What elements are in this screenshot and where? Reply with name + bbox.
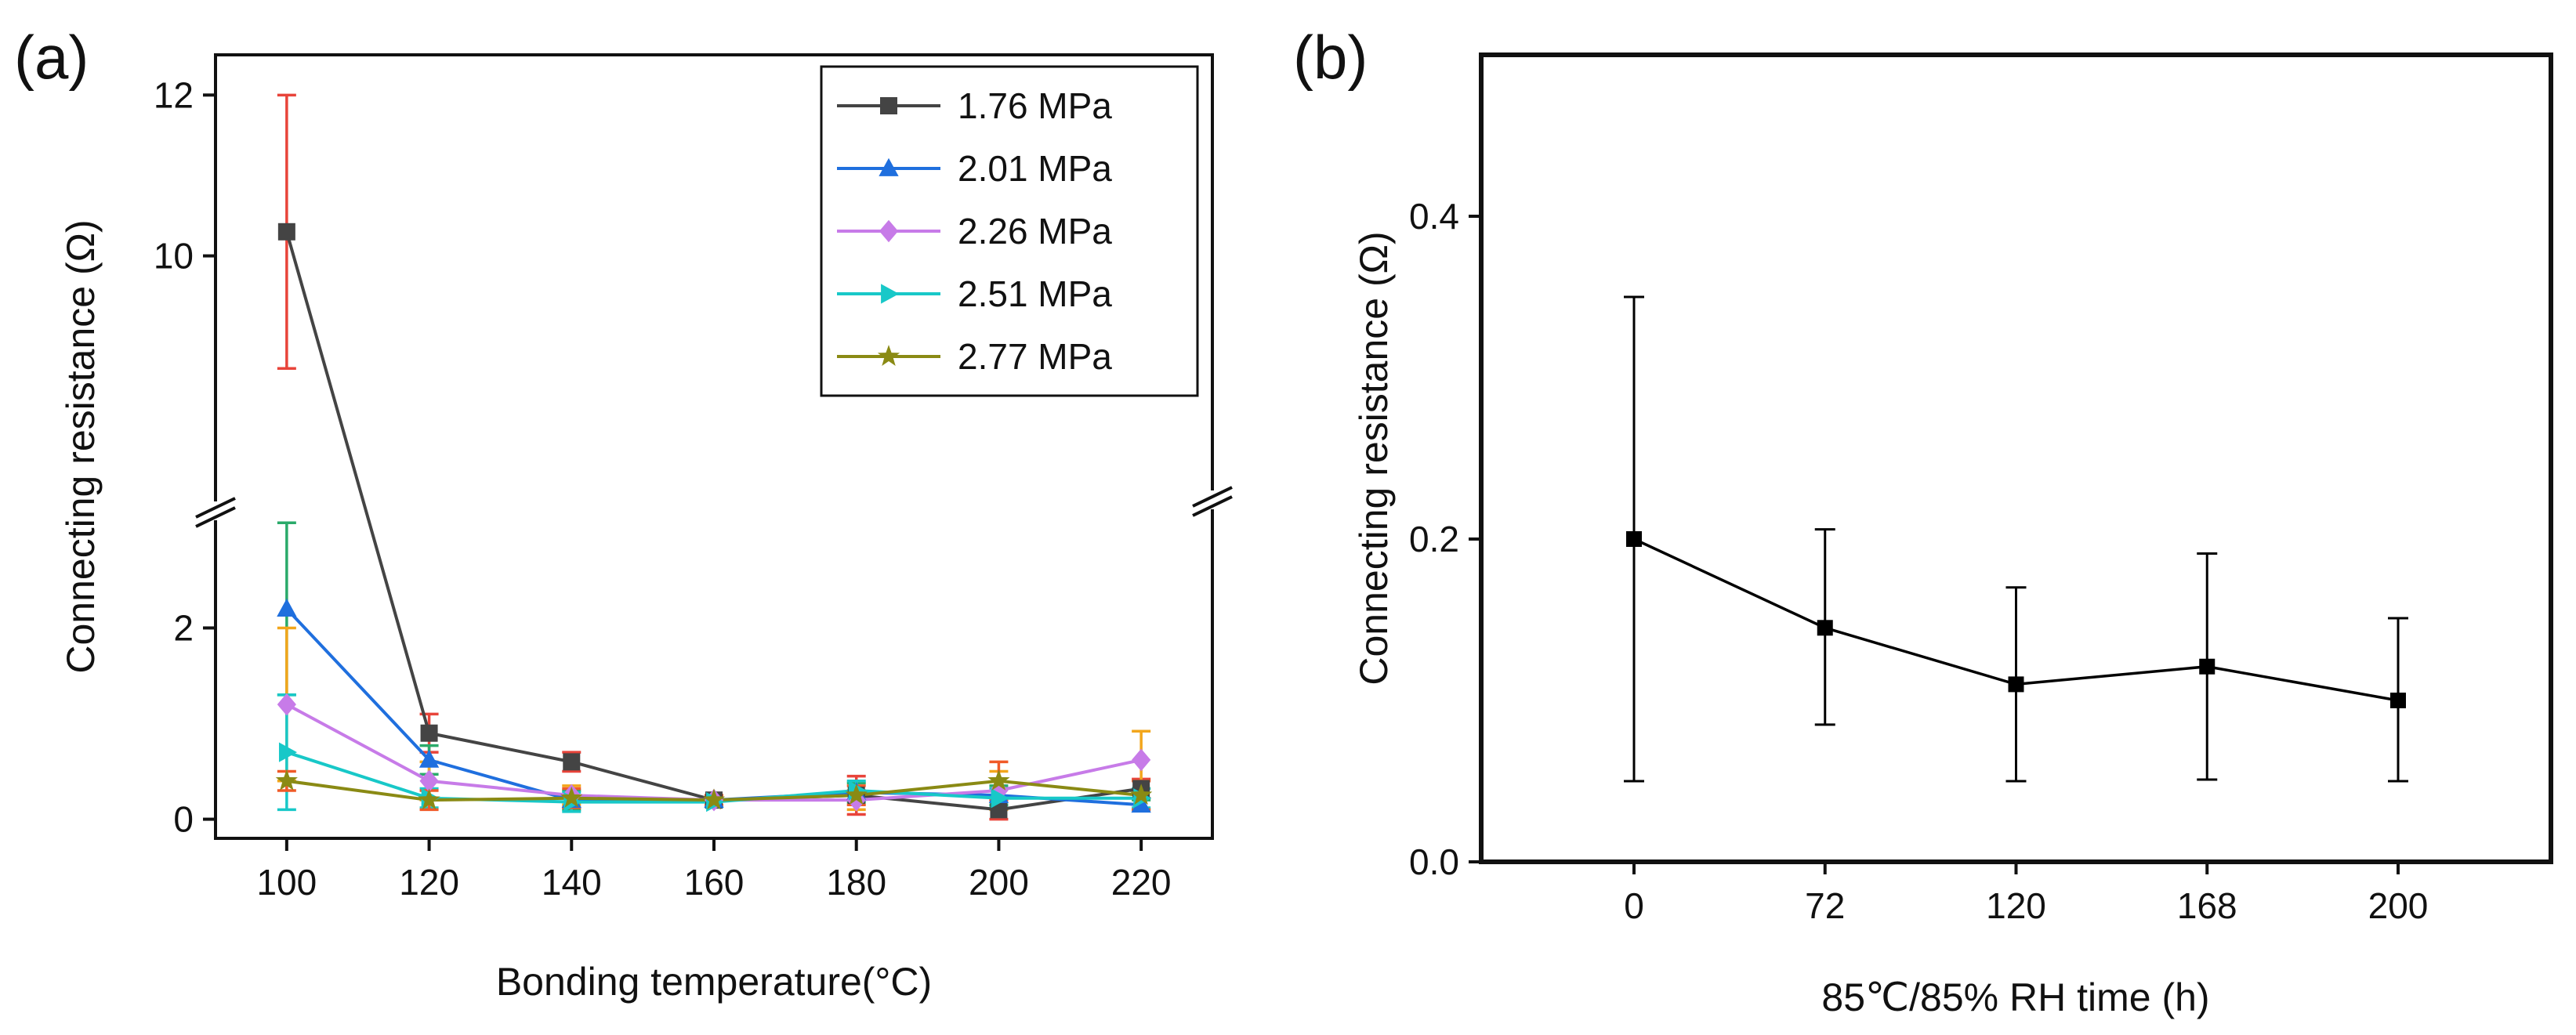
panel-b-label: (b) [1293,23,1368,92]
data-point [2008,676,2024,693]
panel-b-x-ticks: 0 72 120 168 200 [1624,862,2428,926]
panel-a-y-ticks: 0 2 10 12 [154,74,216,840]
data-point-2.77 MPa [1130,783,1153,805]
x-tick-label-120: 120 [1986,885,2046,926]
x-tick-label-120: 120 [399,862,459,903]
data-point-2.77 MPa [845,783,868,805]
panel-b-y-ticks: 0.0 0.2 0.4 [1409,196,1481,882]
y-tick-label-0.2: 0.2 [1409,519,1459,559]
data-point [2390,693,2406,708]
x-tick-label-200: 200 [2368,885,2429,926]
panel-a-x-label: Bonding temperature(°C) [496,960,932,1004]
legend-marker-2.77 MPa [877,345,900,367]
data-point-2.01 MPa [418,749,440,768]
data-point-2.77 MPa [560,786,583,808]
y-tick-label-0.0: 0.0 [1409,841,1459,882]
panel-b-y-label: Connecting resistance (Ω) [1352,231,1396,685]
x-tick-label-0: 0 [1624,885,1644,926]
legend-label: 2.51 MPa [958,273,1112,314]
x-tick-label-220: 220 [1111,862,1172,903]
data-point [1817,620,1833,636]
data-point-1.76 MPa [277,223,295,241]
legend-label: 2.01 MPa [958,148,1112,189]
x-tick-label-200: 200 [969,862,1029,903]
data-point-2.26 MPa [1132,748,1151,772]
series-line-2.26 MPa [285,703,1142,802]
data-point-2.77 MPa [987,769,1010,791]
data-point-2.77 MPa [275,769,298,791]
panel-a-markers [275,223,1153,819]
data-point-2.26 MPa [277,693,296,716]
panel-b-error-bars [1624,295,2408,783]
data-point-2.51 MPa [991,788,1009,809]
x-tick-label-140: 140 [542,862,602,903]
legend-label: 2.77 MPa [958,336,1112,377]
data-point-1.76 MPa [563,753,581,771]
panel-a-legend: 1.76 MPa 2.01 MPa 2.26 MPa 2.51 MPa 2.77 MPa [820,65,1199,397]
x-tick-label-168: 168 [2177,885,2237,926]
axis-break-left [195,497,236,528]
panel-b: (b) 0 72 120 168 200 0.0 0.2 0.4 85℃/85% RH ti… [1293,23,2553,1019]
series-line-2.01 MPa [285,607,1142,807]
axis-break-right [1192,486,1233,517]
y-tick-label-0: 0 [173,799,194,840]
x-tick-label-160: 160 [684,862,745,903]
legend-marker-2.01 MPa [879,157,899,176]
panel-a-y-label: Connecting resistance (Ω) [59,219,103,673]
panel-b-x-label: 85℃/85% RH time (h) [1821,975,2209,1019]
data-point [1626,531,1642,547]
data-point-2.77 MPa [702,788,726,810]
x-tick-label-72: 72 [1805,885,1845,926]
x-tick-label-180: 180 [826,862,886,903]
legend-marker-2.51 MPa [881,284,900,304]
legend-marker-1.76 MPa [880,97,897,114]
legend-label: 2.26 MPa [958,211,1112,252]
legend-marker-2.26 MPa [879,219,899,243]
data-point-2.01 MPa [277,598,297,617]
panel-b-markers [1626,531,2406,708]
panel-a-x-ticks: 100 120 140 160 180 200 220 [256,838,1172,903]
legend-label: 1.76 MPa [958,85,1112,126]
data-point-2.51 MPa [278,742,298,762]
x-tick-label-100: 100 [256,862,317,903]
data-point-2.26 MPa [419,769,439,793]
y-tick-label-0.4: 0.4 [1409,196,1459,237]
data-point-2.77 MPa [418,788,440,810]
panel-a: (a) 100 120 140 160 180 200 220 0 2 10 12 Bonding… [14,23,1233,1004]
data-point-1.76 MPa [420,724,438,742]
y-tick-label-10: 10 [154,236,194,277]
y-tick-label-2: 2 [173,607,194,648]
panel-a-label: (a) [14,23,89,92]
data-point [2199,658,2216,675]
y-tick-label-12: 12 [154,74,194,115]
